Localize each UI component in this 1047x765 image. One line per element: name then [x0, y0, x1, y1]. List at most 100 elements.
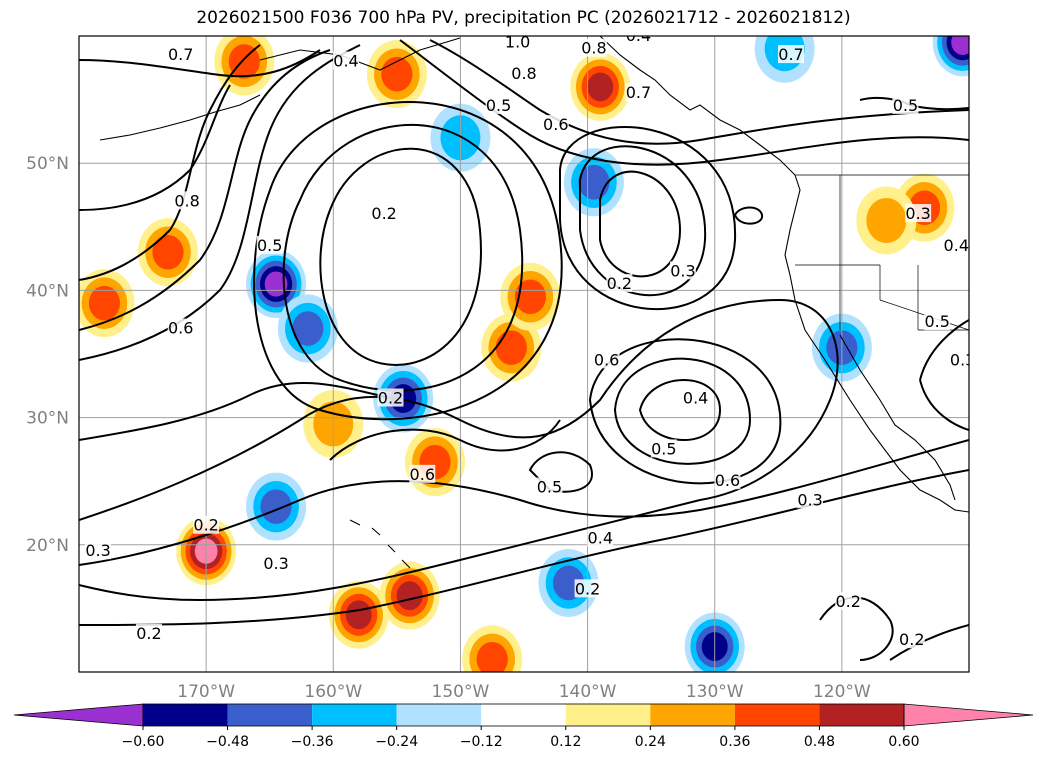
contour-label-bg [943, 235, 969, 254]
contour-label: 0.7 [778, 45, 803, 64]
pv-contour [613, 357, 752, 465]
pv-contour [889, 624, 969, 661]
precip-region [514, 279, 546, 315]
pv-contour [429, 39, 969, 145]
hawaii-islands [349, 519, 411, 569]
precip-region [587, 72, 614, 102]
precip-region [292, 311, 324, 346]
contour-label-bg [485, 95, 512, 114]
pv-contour [579, 145, 707, 297]
pv-contour [79, 44, 361, 361]
contour-label: 0.2 [899, 630, 924, 649]
colorbar-tick-label: −0.48 [206, 734, 249, 750]
pv-contour [638, 379, 722, 441]
contour-label: 0.7 [626, 83, 651, 102]
contour-label: 0.6 [543, 115, 568, 134]
contour-label: 0.7 [168, 45, 193, 64]
colorbar-tick-label: 0.36 [719, 734, 750, 750]
contour-label: 0.5 [893, 96, 918, 115]
contour-label: 0.3 [263, 554, 288, 573]
longitude-tick-label: 160°W [304, 682, 362, 702]
precip-region [260, 489, 292, 524]
colorbar-tick-label: −0.12 [460, 734, 503, 750]
contour-label-bg [924, 312, 951, 331]
latitude-tick-label: 20°N [26, 536, 69, 556]
contour-label-bg [504, 36, 531, 51]
latitude-tick-label: 30°N [26, 409, 69, 429]
pv-contour [329, 419, 561, 461]
latitude-tick-label: 50°N [26, 154, 69, 174]
pv-contour [79, 49, 321, 78]
contour-label-bg [625, 36, 652, 44]
contour-label: 0.4 [588, 528, 613, 547]
contour-label: 0.6 [594, 350, 619, 369]
contour-label-bg [135, 623, 162, 642]
pv-contour [919, 319, 969, 431]
contour-label-bg [949, 350, 969, 369]
precip-region [495, 330, 527, 365]
contour-label: 0.6 [168, 319, 193, 338]
contour-label: 0.2 [835, 592, 860, 611]
pv-contour [733, 206, 763, 225]
contour-label: 0.3 [670, 261, 695, 280]
colorbar-tick-label: −0.36 [291, 734, 334, 750]
contour-label: 0.2 [371, 204, 396, 223]
contour-label: 0.5 [924, 312, 949, 331]
alaska-coastline [259, 37, 461, 71]
contour-label: 0.4 [944, 236, 969, 255]
contour-label: 0.6 [410, 465, 435, 484]
contour-label-bg [536, 477, 563, 496]
contour-label: 0.5 [537, 478, 562, 497]
contour-label: 0.4 [683, 389, 708, 408]
contour-label: 1.0 [505, 32, 530, 51]
colorbar-segment [734, 704, 820, 726]
colorbar-tick-label: −0.60 [122, 734, 165, 750]
precip-region [152, 234, 184, 270]
latitude-tick-label: 40°N [26, 281, 69, 301]
contour-label-bg [580, 38, 607, 57]
colorbar-tick-label: 0.60 [888, 734, 919, 750]
longitude-tick-label: 120°W [813, 682, 871, 702]
colorbar-extend-max [903, 703, 1034, 727]
pv-contour [588, 338, 782, 485]
longitude-tick-label: 150°W [432, 682, 490, 702]
contour-label: 0.5 [651, 439, 676, 458]
contour-label: 0.2 [575, 579, 600, 598]
colorbar-segment [312, 704, 397, 726]
contour-label: 0.4 [333, 51, 358, 70]
contour-label-bg [574, 579, 601, 598]
map-frame [78, 35, 970, 673]
colorbar-segment [396, 704, 482, 726]
map-title: 2026021500 F036 700 hPa PV, precipitatio… [196, 8, 851, 28]
precip-region [476, 641, 508, 672]
contour-label: 0.2 [136, 624, 161, 643]
contour-label-bg [669, 261, 696, 280]
colorbar-segment [819, 704, 904, 726]
contour-label-bg [650, 439, 677, 458]
pv-contour [79, 84, 231, 211]
longitude-tick-label: 130°W [686, 682, 744, 702]
contour-label-bg [892, 95, 919, 114]
colorbar-tick-label: 0.12 [550, 734, 581, 750]
pv-contour [319, 147, 482, 366]
contour-label-bg [542, 115, 569, 134]
contour-label: 0.3 [85, 541, 110, 560]
aleutian-islands [99, 94, 261, 141]
contour-label-bg [85, 541, 112, 560]
contour-label-layer: 0.7 0.41.0 0.80.40.80.70.50.60.70.50.80.50… [85, 32, 969, 649]
colorbar-segment [143, 704, 228, 726]
colorbar-segment [227, 704, 313, 726]
contour-label-bg [835, 592, 862, 611]
longitude-tick-label: 140°W [559, 682, 617, 702]
contour-label: 0.2 [193, 516, 218, 535]
contour-label: 0.3 [905, 204, 930, 223]
contour-label: 0.3 [797, 490, 822, 509]
precip-region [866, 197, 907, 243]
contour-label-bg [511, 64, 537, 83]
colorbar-extend-min [13, 703, 144, 727]
pv-contour [79, 298, 839, 602]
contour-label-bg [905, 204, 932, 223]
north-america-coastline [599, 36, 969, 513]
contour-label-bg [263, 553, 290, 572]
contour-label: 0.8 [174, 191, 199, 210]
